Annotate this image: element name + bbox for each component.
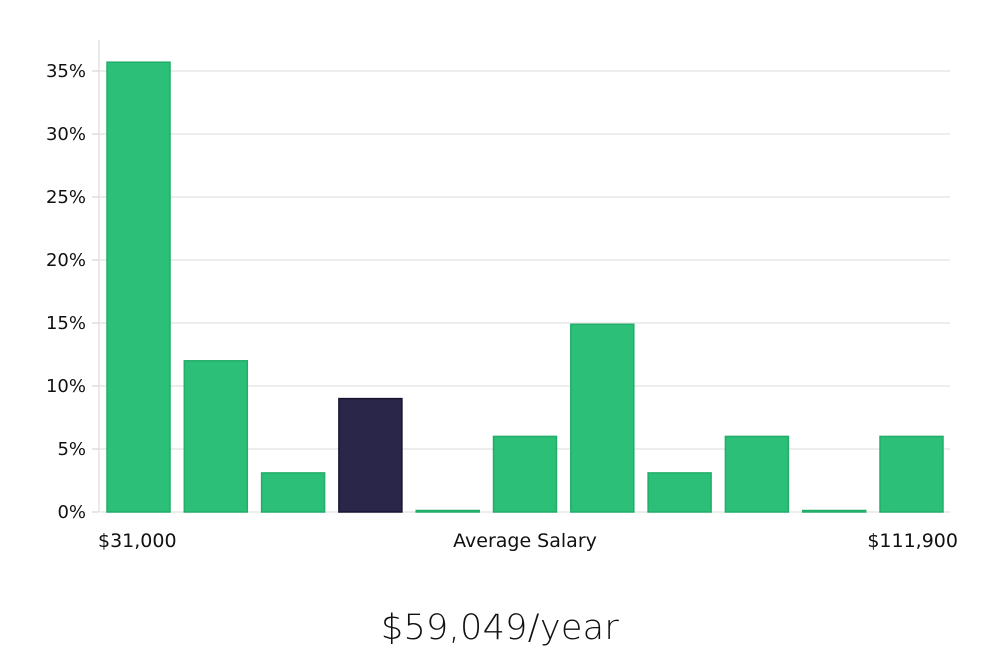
bar[interactable] (879, 435, 944, 513)
y-tick-label: 20% (46, 250, 86, 271)
bar-highlighted[interactable] (338, 397, 403, 513)
x-axis-min-label: $31,000 (98, 530, 177, 552)
bar[interactable] (570, 323, 635, 513)
bar[interactable] (801, 509, 867, 513)
y-tick-label: 0% (57, 502, 86, 523)
average-salary-value: $59,049/year (380, 608, 620, 648)
y-tick-label: 30% (46, 124, 86, 145)
bar[interactable] (106, 61, 171, 513)
bar[interactable] (260, 472, 326, 513)
y-axis-ticks: 0% 5% 10% 15% 20% 25% 30% 35% (46, 61, 99, 523)
bar[interactable] (183, 360, 249, 513)
bar[interactable] (492, 435, 558, 513)
bar[interactable] (724, 435, 790, 513)
x-axis-max-label: $111,900 (867, 530, 958, 552)
bar[interactable] (415, 509, 480, 513)
x-axis-title: Average Salary (453, 530, 597, 552)
y-tick-label: 35% (46, 61, 86, 82)
y-tick-label: 5% (57, 439, 86, 460)
y-tick-label: 15% (46, 313, 86, 334)
y-tick-label: 25% (46, 187, 86, 208)
salary-histogram: 0% 5% 10% 15% 20% 25% 30% 35% $31,000 Average S… (46, 40, 958, 552)
bar[interactable] (647, 472, 712, 513)
bars (106, 61, 944, 513)
y-tick-label: 10% (46, 376, 86, 397)
